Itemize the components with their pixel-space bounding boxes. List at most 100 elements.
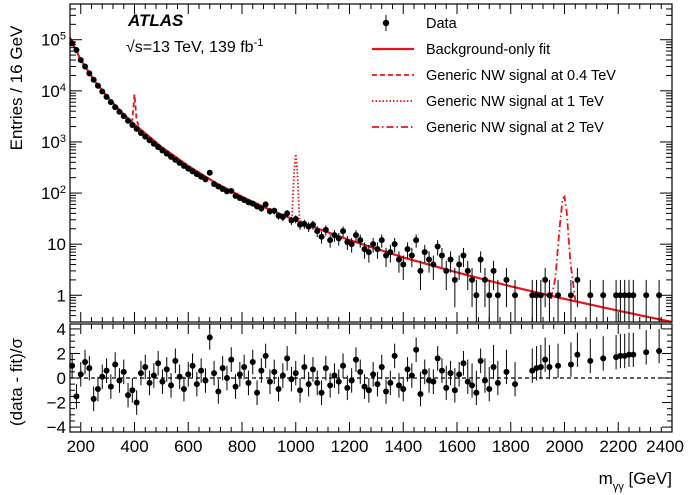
ratio-y-tick-label: 2 xyxy=(57,344,66,363)
experiment-label: ATLAS xyxy=(127,11,184,30)
ratio-y-tick-label: −2 xyxy=(47,394,66,413)
y-tick-label: 105 xyxy=(41,31,66,50)
ratio-point xyxy=(344,384,351,391)
data-point xyxy=(284,210,291,217)
ratio-point xyxy=(314,379,321,386)
ratio-point xyxy=(185,371,192,378)
legend-label: Generic NW signal at 0.4 TeV xyxy=(426,68,616,84)
y-axis-label-ratio: (data - fit)/σ xyxy=(7,338,26,426)
ratio-point xyxy=(322,365,329,372)
ratio-point xyxy=(443,384,450,391)
data-point xyxy=(335,235,342,242)
data-point xyxy=(574,276,581,283)
data-point xyxy=(129,121,136,128)
ratio-point xyxy=(266,378,273,385)
data-point xyxy=(133,125,140,132)
data-point xyxy=(301,220,308,227)
ratio-point xyxy=(112,361,119,368)
data-point xyxy=(587,292,594,299)
x-axis-label-unit: [GeV] xyxy=(624,469,672,488)
x-tick-label: 2400 xyxy=(646,437,684,456)
ratio-point xyxy=(249,359,256,366)
data-point xyxy=(189,168,196,175)
ratio-point xyxy=(168,382,175,389)
ratio-point xyxy=(215,388,222,395)
data-point xyxy=(630,292,637,299)
ratio-point xyxy=(451,387,458,394)
data-point xyxy=(443,267,450,274)
data-point xyxy=(176,159,183,166)
data-point xyxy=(413,237,420,244)
ratio-point xyxy=(383,388,390,395)
ratio-point xyxy=(447,370,454,377)
data-point xyxy=(374,246,381,253)
data-point xyxy=(331,232,338,239)
ratio-point xyxy=(503,368,510,375)
data-point xyxy=(617,292,624,299)
ratio-point xyxy=(120,368,127,375)
ratio-point xyxy=(643,349,650,356)
ratio-y-tick-label: 4 xyxy=(57,320,66,339)
legend-label: Data xyxy=(426,16,458,32)
ratio-point xyxy=(245,379,252,386)
data-point xyxy=(352,232,359,239)
ratio-point xyxy=(617,352,624,359)
ratio-point xyxy=(159,378,166,385)
data-point xyxy=(340,228,347,235)
data-point xyxy=(473,292,480,299)
data-point xyxy=(529,292,536,299)
ratio-point xyxy=(163,366,170,373)
data-point xyxy=(621,292,628,299)
ratio-point xyxy=(305,381,312,388)
data-point xyxy=(159,147,166,154)
ratio-point xyxy=(211,370,218,377)
ratio-point xyxy=(421,368,428,375)
data-point xyxy=(486,292,493,299)
data-point xyxy=(322,226,329,233)
ratio-point xyxy=(460,360,467,367)
ratio-point xyxy=(352,356,359,363)
ratio-point xyxy=(107,383,114,390)
data-point xyxy=(378,237,385,244)
data-point xyxy=(318,233,325,240)
ratio-point xyxy=(155,360,162,367)
data-point xyxy=(185,165,192,172)
energy-superscript: -1 xyxy=(254,37,264,49)
signal-400-line xyxy=(129,94,140,126)
ratio-point xyxy=(279,372,286,379)
data-point xyxy=(533,292,540,299)
ratio-point xyxy=(656,348,663,354)
y-axis-label-main: Entries / 16 GeV xyxy=(7,25,26,150)
main-panel: 1 10 102 103 104 105 xyxy=(41,3,673,324)
data-point xyxy=(180,162,187,169)
ratio-point xyxy=(228,356,235,363)
data-point xyxy=(460,252,467,259)
x-tick-label: 1800 xyxy=(492,437,530,456)
x-tick-label: 200 xyxy=(67,437,95,456)
energy-text: s=13 TeV, 139 fb xyxy=(135,39,254,56)
data-point xyxy=(262,201,269,208)
ratio-point xyxy=(193,381,200,388)
ratio-point xyxy=(574,351,581,358)
data-point xyxy=(512,292,519,299)
ratio-point xyxy=(137,370,144,377)
ratio-point xyxy=(630,351,637,358)
ratio-point xyxy=(469,382,476,389)
data-point xyxy=(309,221,316,228)
ratio-point xyxy=(172,357,179,364)
ratio-point xyxy=(391,352,398,359)
ratio-point xyxy=(434,355,441,362)
ratio-point xyxy=(537,363,544,370)
ratio-point xyxy=(555,362,562,369)
legend-label: Generic NW signal at 1 TeV xyxy=(426,94,604,110)
data-point xyxy=(94,82,101,89)
ratio-point xyxy=(378,363,385,370)
data-point xyxy=(271,207,278,214)
ratio-point xyxy=(258,367,265,374)
legend-label: Background-only fit xyxy=(426,42,550,58)
ratio-point xyxy=(361,383,368,390)
ratio-point xyxy=(301,363,308,370)
data-point xyxy=(357,237,364,244)
data-point xyxy=(426,256,433,263)
ratio-point xyxy=(600,355,607,362)
